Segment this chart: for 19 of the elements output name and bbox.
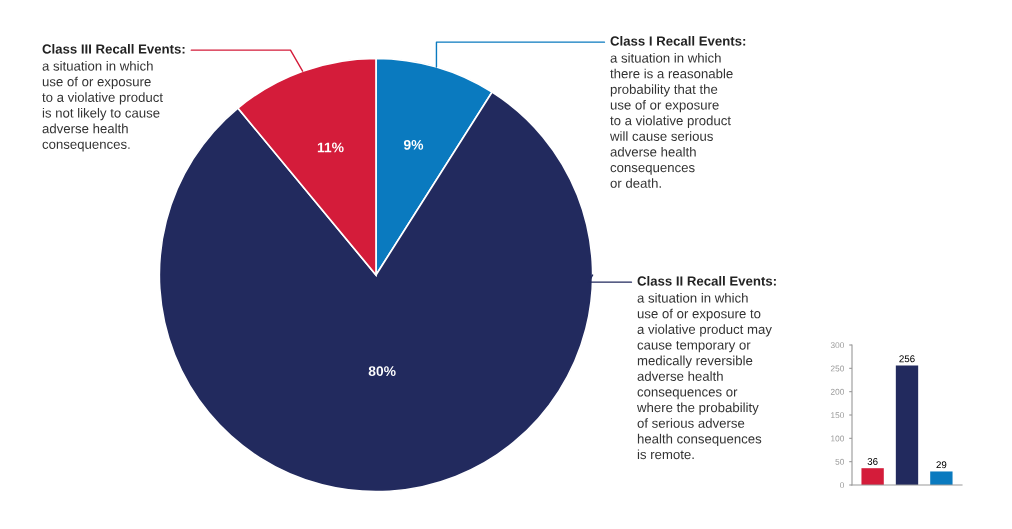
category-label: Class I Recall Events: a situation in which there is a reasonable probability that the use of or exposure to a violative product will cause serious adverse health consequences or death. <box>609 36 746 188</box>
data-label: 36 <box>867 458 878 465</box>
bar <box>861 468 884 485</box>
data-label: 80% <box>368 366 396 377</box>
y-tick-label: 200 <box>830 388 845 395</box>
data-label: 256 <box>899 355 915 363</box>
y-tick-label: 250 <box>830 365 845 372</box>
data-label: 11% <box>317 142 344 153</box>
category-label: Class II Recall Events: a situation in which use of or exposure to a violative product may cause temporary or medically reversible adverse health consequences or where the probability of serious adverse health consequences is remote. <box>636 276 776 460</box>
y-tick-label: 150 <box>831 412 845 419</box>
data-label: 29 <box>936 461 947 469</box>
bar <box>895 365 919 485</box>
y-tick-label: 300 <box>830 342 845 349</box>
category-label: Class III Recall Events: a situation in which use of or exposure to a violative product is not likely to cause adverse health consequences. <box>42 44 185 152</box>
y-tick-label: 50 <box>835 458 845 465</box>
y-tick-label: 100 <box>831 435 845 442</box>
data-label: 9% <box>403 139 424 150</box>
bar <box>930 471 953 485</box>
y-tick-label: 0 <box>840 482 845 489</box>
